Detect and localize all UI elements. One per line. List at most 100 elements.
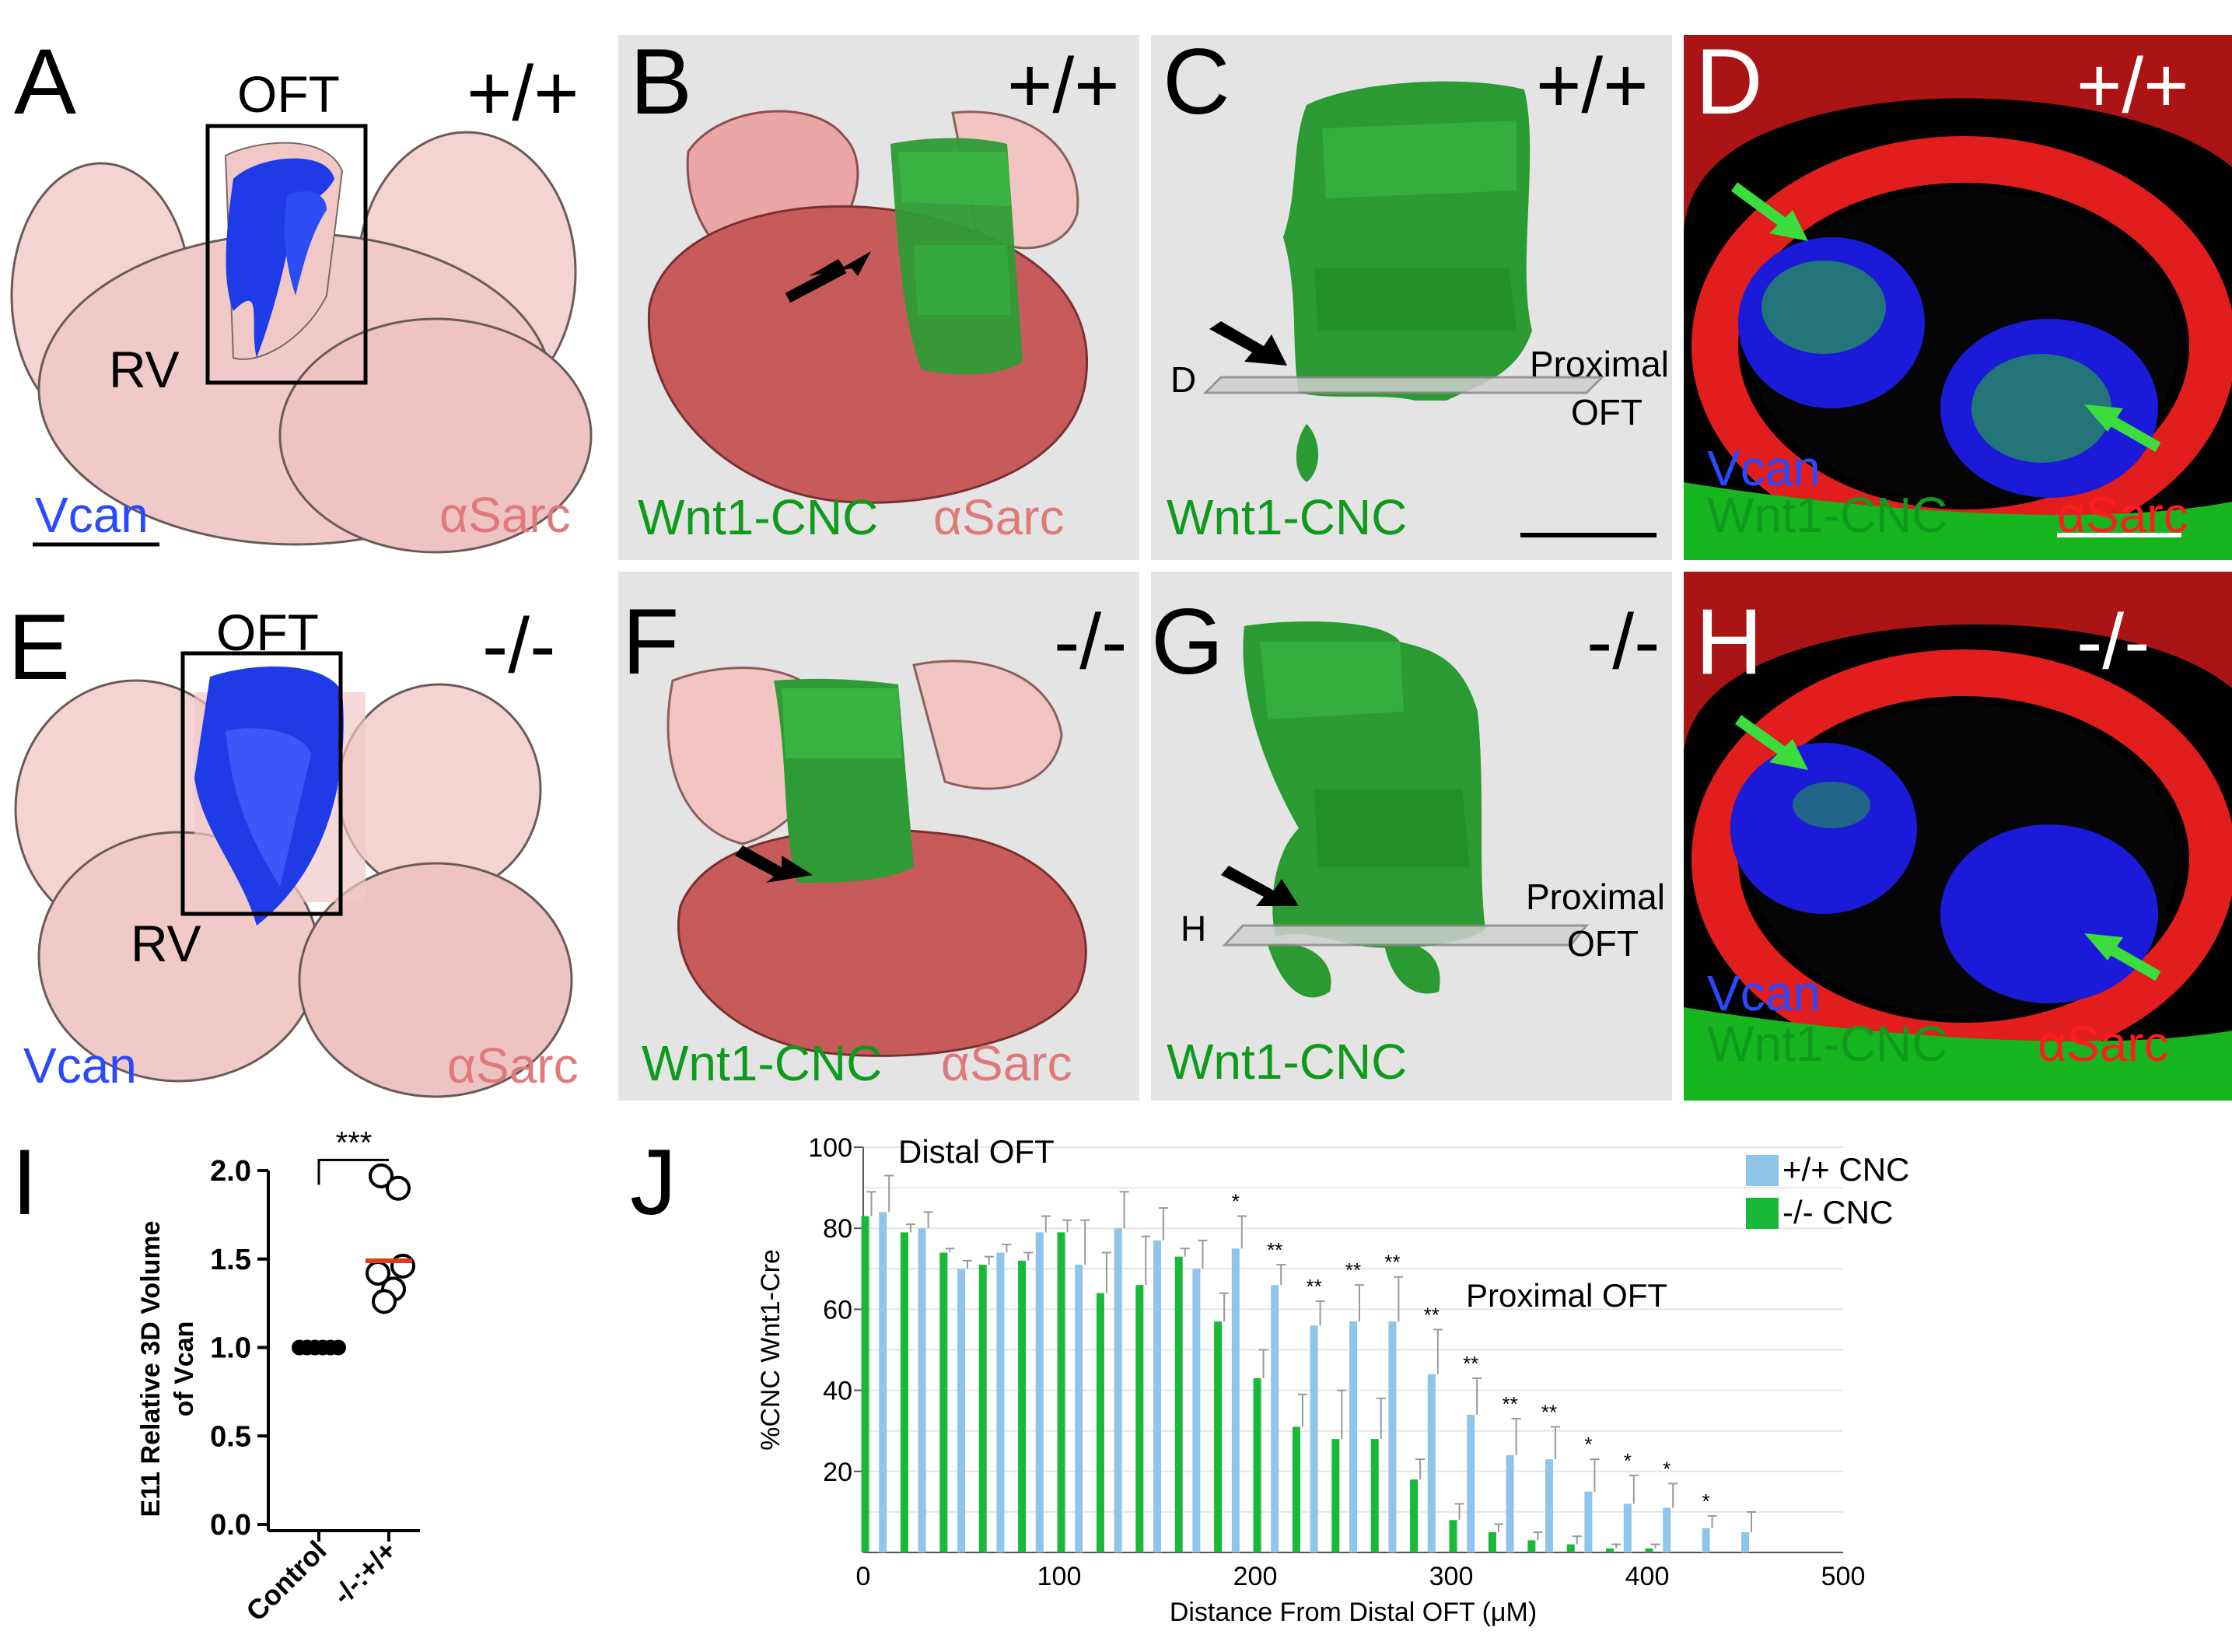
panel-d-asarc-label: αSarc (2057, 487, 2188, 543)
panel-h-wnt-label: Wnt1-CNC (1707, 1016, 1948, 1072)
panel-i: I 0.0 0.5 1.0 1.5 2.0 E11 Relative 3D Volume o… (0, 1112, 436, 1652)
j-bar-wildtype (1075, 1265, 1083, 1552)
panel-h-section-image (1684, 572, 2232, 1101)
j-bar-mutant (900, 1232, 908, 1552)
j-bar-wildtype (879, 1212, 887, 1552)
j-bar-wildtype (1663, 1507, 1671, 1552)
j-y-tick-label: 20 (823, 1458, 852, 1487)
j-bar-wildtype (1702, 1528, 1710, 1552)
i-mutant-point (369, 1163, 394, 1188)
i-y-tick-label: 1.5 (210, 1244, 251, 1276)
panel-e-genotype: -/- (482, 602, 556, 689)
i-significance-bracket (317, 1158, 389, 1185)
panel-f-heart-render (666, 660, 1087, 1057)
panel-j-letter: J (630, 1130, 677, 1234)
j-significance-marker: ** (1424, 1303, 1440, 1326)
j-bar-wildtype (1545, 1459, 1553, 1552)
panel-d-wnt-label: Wnt1-CNC (1707, 487, 1948, 543)
i-mutant-point (386, 1175, 411, 1201)
j-bar-mutant (1331, 1439, 1340, 1552)
i-y-tick-label: 1.0 (210, 1332, 251, 1365)
j-y-tick-label: 100 (808, 1133, 852, 1163)
j-bar-wildtype (1231, 1248, 1240, 1552)
i-x-tick-label: Control (240, 1535, 332, 1627)
i-y-tick-label: 0.0 (210, 1509, 251, 1542)
j-significance-marker: ** (1306, 1275, 1321, 1298)
panel-h-letter: H (1695, 590, 1763, 694)
j-bar-wildtype (1153, 1240, 1161, 1552)
j-bar-mutant (1410, 1479, 1419, 1552)
j-bar-wildtype (1114, 1228, 1122, 1552)
j-significance-marker: * (1584, 1433, 1592, 1456)
j-bar-wildtype (996, 1252, 1005, 1552)
panel-c-letter: C (1163, 35, 1230, 134)
panel-c-cnc-render (1202, 81, 1657, 537)
panel-e-asarc-label: αSarc (447, 1038, 579, 1094)
j-significance-marker: ** (1541, 1400, 1557, 1423)
j-y-tick-label: 60 (823, 1295, 852, 1325)
j-bar-mutant (1645, 1548, 1653, 1552)
j-bar-wildtype (1349, 1321, 1357, 1552)
panel-c-wnt-label: Wnt1-CNC (1167, 489, 1408, 545)
panel-f-asarc-label: αSarc (941, 1035, 1072, 1091)
j-bar-mutant (1253, 1377, 1261, 1552)
panel-g-cnc-render (1221, 621, 1590, 998)
panel-f-genotype: -/- (1054, 598, 1128, 685)
j-bar-wildtype (1035, 1232, 1044, 1552)
j-legend-label-mutant: -/- CNC (1782, 1194, 1893, 1230)
i-significance-label: *** (336, 1125, 373, 1160)
panel-a: A +/+ OFT RV Vcan αSarc (0, 0, 607, 560)
i-y-tick-label: 0.5 (210, 1420, 251, 1453)
panel-e-vcan-label: Vcan (23, 1038, 137, 1094)
panel-g-wnt-label: Wnt1-CNC (1167, 1034, 1408, 1090)
panel-d-section-image (1684, 35, 2232, 560)
j-bar-wildtype (1506, 1454, 1514, 1552)
j-bar-mutant (1527, 1540, 1536, 1552)
j-significance-marker: ** (1345, 1258, 1361, 1282)
j-bar-mutant (1488, 1531, 1496, 1552)
j-legend-swatch-mutant (1746, 1198, 1779, 1229)
j-bar-mutant (861, 1216, 869, 1552)
j-bar-mutant (1566, 1544, 1575, 1552)
j-x-tick-label: 0 (856, 1562, 871, 1591)
panel-g: G -/- H Proximal OFT Wnt1-CNC (1151, 572, 1672, 1101)
panel-a-rv-label: RV (109, 341, 180, 398)
panel-g-proximal-label: Proximal (1526, 877, 1665, 917)
panel-i-chart: 0.0 0.5 1.0 1.5 2.0 E11 Relative 3D Volume of … (136, 1125, 420, 1627)
j-bar-wildtype (1310, 1325, 1318, 1552)
j-bar-mutant (1370, 1439, 1379, 1552)
j-bar-mutant (1606, 1548, 1615, 1552)
j-distal-annotation: Distal OFT (898, 1133, 1055, 1170)
j-bar-mutant (978, 1265, 987, 1552)
panel-f-letter: F (622, 590, 680, 694)
panel-a-letter: A (14, 30, 77, 134)
i-y-tick-label: 2.0 (210, 1155, 251, 1188)
j-bar-wildtype (1623, 1503, 1632, 1552)
panel-b-heart-render (647, 110, 1088, 504)
j-x-tick-label: 400 (1625, 1562, 1670, 1591)
j-bar-mutant (1135, 1285, 1144, 1552)
j-bar-wildtype (1388, 1321, 1397, 1552)
j-x-tick-label: 300 (1429, 1562, 1474, 1591)
i-y-label-line2: of Vcan (170, 1321, 199, 1417)
panel-h-genotype: -/- (2076, 598, 2150, 685)
j-x-label: Distance From Distal OFT (μM) (1170, 1598, 1537, 1627)
j-x-tick-label: 500 (1821, 1562, 1866, 1591)
j-bar-wildtype (1192, 1269, 1201, 1552)
panel-g-plane-label: H (1181, 908, 1207, 949)
i-mutant-point (372, 1289, 397, 1314)
panel-e-letter: E (8, 595, 71, 699)
panel-h: H -/- Vcan Wnt1-CNC αSarc (1684, 572, 2232, 1101)
panel-f-wnt-label: Wnt1-CNC (642, 1035, 883, 1091)
panel-e: E -/- OFT RV Vcan αSarc (0, 576, 607, 1112)
j-proximal-annotation: Proximal OFT (1466, 1277, 1667, 1314)
panel-i-letter: I (12, 1130, 38, 1234)
panel-c-oft-label: OFT (1571, 392, 1643, 432)
j-bar-wildtype (1741, 1531, 1749, 1552)
j-bar-wildtype (1467, 1414, 1475, 1552)
j-bar-wildtype (957, 1269, 965, 1552)
j-bar-mutant (1018, 1260, 1027, 1552)
panel-a-asarc-label: αSarc (439, 487, 571, 543)
j-significance-marker: * (1702, 1489, 1710, 1513)
j-significance-marker: ** (1384, 1251, 1400, 1274)
